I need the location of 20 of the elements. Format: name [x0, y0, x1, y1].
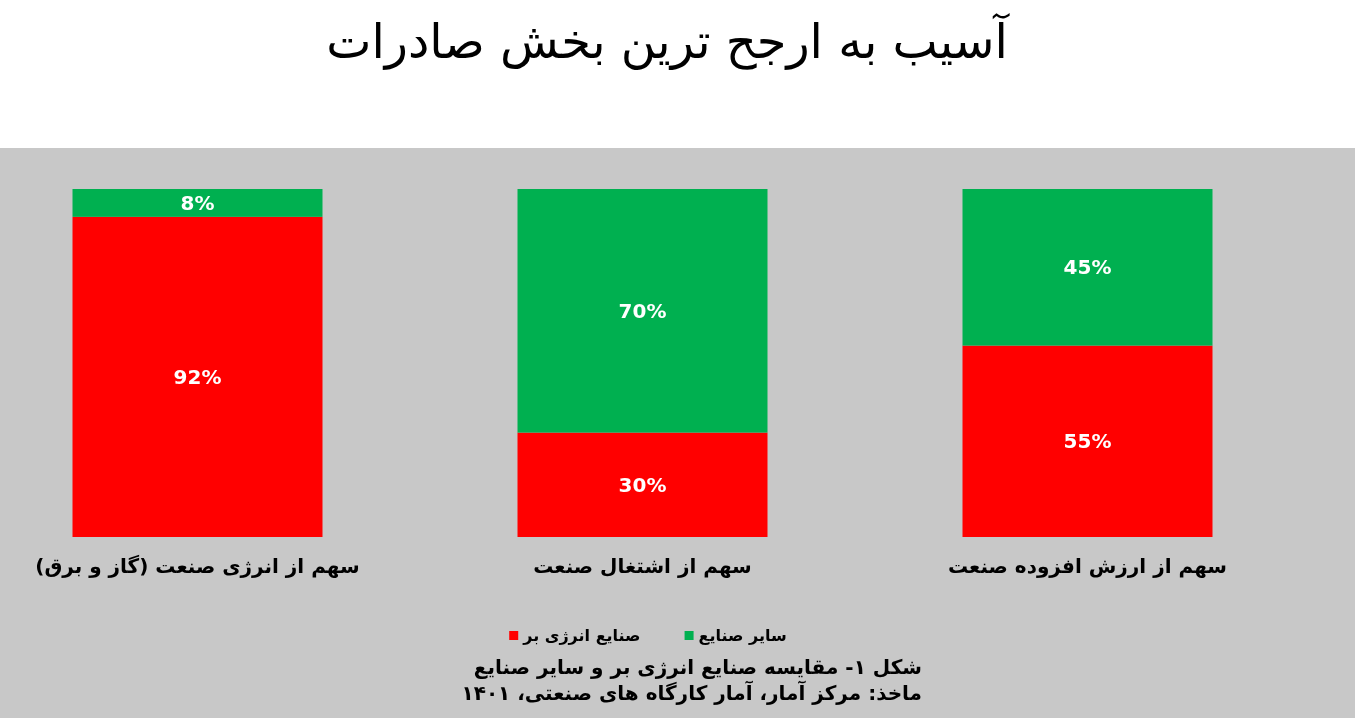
data-label: 30% — [618, 472, 667, 497]
x-tick-label: سهم از ارزش افزوده صنعت — [947, 554, 1228, 578]
text: ماخذ: مرکز آمار، آمار کارگاه های صنعتی، ۱۴۰۱ — [461, 680, 922, 705]
data-label: 8% — [180, 190, 215, 215]
x-tick-label: سهم از اشتغال صنعت — [533, 554, 752, 578]
legend-label: سایر صنایع — [698, 626, 787, 645]
bar — [962, 345, 1213, 537]
bar — [72, 216, 323, 537]
chart-title: آسیب به ارجح ترین بخش صادرات — [326, 12, 1011, 70]
bar — [517, 189, 768, 433]
data-label: 70% — [618, 298, 667, 323]
bar — [517, 432, 768, 537]
data-label: 45% — [1063, 255, 1112, 280]
data-label: 55% — [1063, 429, 1112, 454]
x-tick-label: سهم از انرژی صنعت (گاز و برق) — [35, 554, 360, 578]
bar — [962, 189, 1213, 346]
bar — [72, 189, 323, 217]
legend-label: صنایع انرژی بر — [522, 626, 641, 645]
data-label: 92% — [173, 364, 222, 389]
text: شکل ۱- مقایسه صنایع انرژی بر و سایر صنایع — [473, 655, 922, 679]
